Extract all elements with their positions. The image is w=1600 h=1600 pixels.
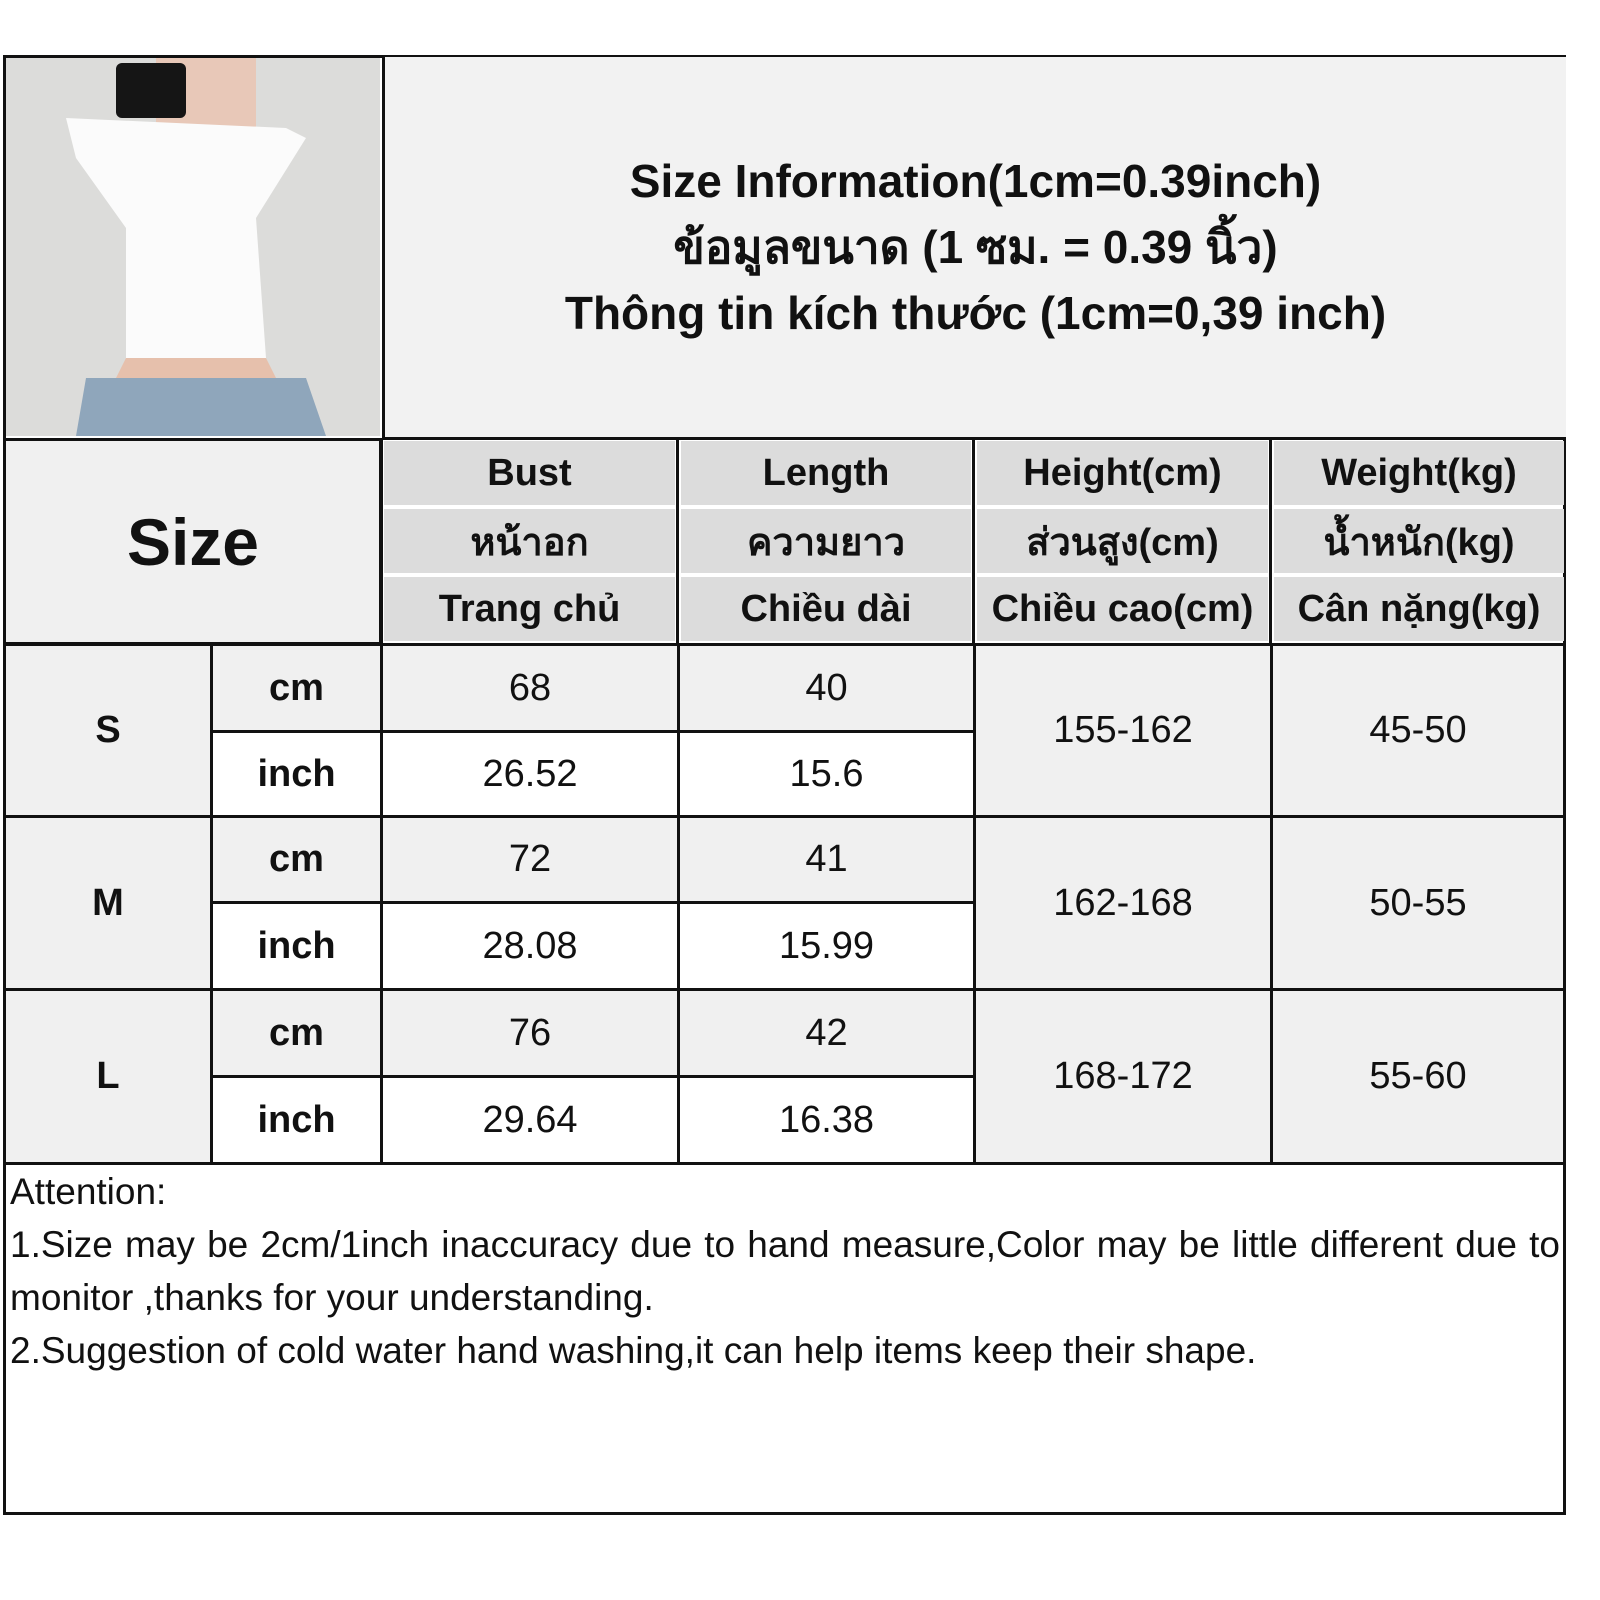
column-header-th: ความยาว xyxy=(681,509,971,573)
height-range-value: 168-172 xyxy=(973,988,1273,1165)
unit-inch: inch xyxy=(210,1075,383,1165)
bust-inch-value: 26.52 xyxy=(380,730,680,818)
length-cm-value: 40 xyxy=(677,643,976,733)
weight-range-value: 45-50 xyxy=(1270,643,1566,818)
column-header-en: Bust xyxy=(384,441,675,505)
product-photo-illustration xyxy=(6,58,380,436)
size-label: L xyxy=(3,988,213,1165)
bust-cm-value: 72 xyxy=(380,815,680,904)
height-range-value: 162-168 xyxy=(973,815,1273,991)
height-range-value: 155-162 xyxy=(973,643,1273,818)
unit-cm: cm xyxy=(210,815,383,904)
size-label: S xyxy=(3,643,213,818)
column-header-en: Height(cm) xyxy=(977,441,1268,505)
divider xyxy=(379,438,382,645)
title-thai: ข้อมูลขนาด (1 ซม. = 0.39 นิ้ว) xyxy=(673,221,1278,273)
weight-range-value: 55-60 xyxy=(1270,988,1566,1165)
unit-cm: cm xyxy=(210,988,383,1078)
length-inch-value: 16.38 xyxy=(677,1075,976,1165)
title-english: Size Information(1cm=0.39inch) xyxy=(629,155,1322,207)
title-vietnamese: Thông tin kích thước (1cm=0,39 inch) xyxy=(564,287,1387,339)
divider xyxy=(1269,438,1272,645)
column-header-vi: Cân nặng(kg) xyxy=(1274,577,1564,641)
column-header-en: Weight(kg) xyxy=(1274,441,1564,505)
attention-note-2: 2.Suggestion of cold water hand washing,… xyxy=(10,1330,1257,1371)
unit-inch: inch xyxy=(210,730,383,818)
bust-cm-value: 76 xyxy=(380,988,680,1078)
unit-inch: inch xyxy=(210,901,383,991)
size-label: M xyxy=(3,815,213,991)
column-header-vi: Trang chủ xyxy=(384,577,675,641)
divider xyxy=(972,438,975,645)
length-cm-value: 42 xyxy=(677,988,976,1078)
column-header-vi: Chiều dài xyxy=(681,577,971,641)
product-photo xyxy=(6,58,380,436)
column-header-th: หน้าอก xyxy=(384,509,675,573)
column-header-vi: Chiều cao(cm) xyxy=(977,577,1268,641)
length-cm-value: 41 xyxy=(677,815,976,904)
attention-note-1: 1.Size may be 2cm/1inch inaccuracy due t… xyxy=(10,1224,1560,1318)
length-inch-value: 15.6 xyxy=(677,730,976,818)
attention-heading: Attention: xyxy=(10,1171,167,1212)
column-header-en: Length xyxy=(681,441,971,505)
length-inch-value: 15.99 xyxy=(677,901,976,991)
column-header-th: น้ำหนัก(kg) xyxy=(1274,509,1564,573)
title-block: Size Information(1cm=0.39inch) ข้อมูลขนา… xyxy=(382,57,1566,440)
divider xyxy=(676,438,679,645)
bust-inch-value: 29.64 xyxy=(380,1075,680,1165)
bust-inch-value: 28.08 xyxy=(380,901,680,991)
bust-cm-value: 68 xyxy=(380,643,680,733)
size-header: Size xyxy=(3,438,383,645)
weight-range-value: 50-55 xyxy=(1270,815,1566,991)
column-header-th: ส่วนสูง(cm) xyxy=(977,509,1268,573)
unit-cm: cm xyxy=(210,643,383,733)
attention-notes: Attention: 1.Size may be 2cm/1inch inacc… xyxy=(10,1165,1560,1377)
